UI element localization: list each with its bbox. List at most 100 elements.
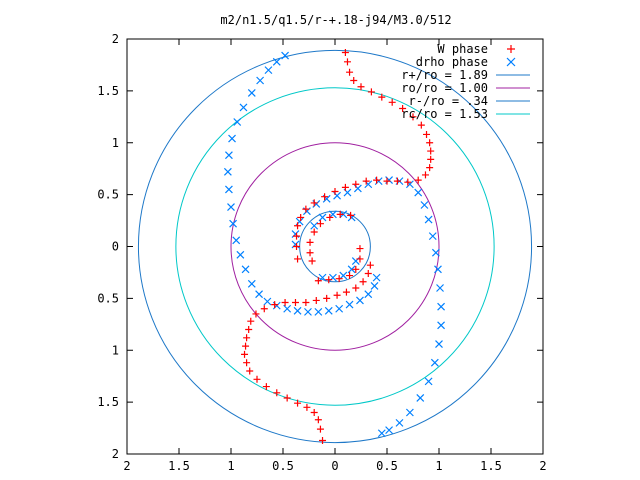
legend-label-2: r+/ro = 1.89 (401, 68, 488, 82)
data-series (223, 48, 446, 445)
y-tick-label-8: 2 (112, 447, 119, 461)
x-tick-label-0: 2 (123, 459, 130, 473)
point-0-68 (316, 220, 324, 228)
point-0-29 (297, 213, 305, 221)
point-1-61 (377, 429, 386, 438)
point-0-48 (247, 317, 255, 325)
point-0-13 (427, 147, 435, 155)
point-0-11 (423, 130, 431, 138)
x-tick-label-3: 0.5 (272, 459, 294, 473)
y-tick-label-7: 1.5 (97, 395, 119, 409)
point-1-25 (335, 304, 344, 313)
point-1-24 (324, 306, 333, 315)
point-1-29 (370, 282, 379, 290)
point-1-46 (420, 201, 429, 209)
point-0-12 (426, 139, 434, 147)
point-0-79 (314, 277, 322, 285)
point-0-0 (341, 48, 349, 56)
point-1-57 (416, 394, 425, 402)
point-1-52 (437, 302, 446, 311)
point-0-3 (350, 77, 358, 84)
point-1-71 (318, 273, 327, 282)
point-0-66 (336, 210, 344, 218)
axis-ticks (126, 38, 544, 455)
point-1-4 (247, 89, 256, 97)
point-1-59 (395, 418, 404, 427)
point-0-14 (427, 155, 435, 163)
point-0-71 (306, 249, 314, 257)
legend-label-1: drho phase (416, 55, 488, 69)
point-1-53 (437, 321, 446, 330)
point-0-50 (243, 334, 251, 342)
point-1-2 (264, 66, 273, 75)
legend-swatch-0 (507, 45, 515, 53)
point-1-30 (372, 273, 381, 282)
point-0-38 (342, 288, 350, 296)
point-0-24 (341, 183, 349, 191)
point-1-63 (318, 213, 327, 222)
point-0-76 (346, 272, 354, 280)
point-1-7 (228, 134, 236, 143)
point-1-50 (434, 265, 442, 274)
series-0 (241, 48, 435, 445)
point-0-72 (308, 257, 316, 265)
y-tick-label-3: 0.5 (97, 188, 119, 202)
x-tick-label-7: 1.5 (480, 459, 502, 473)
point-0-78 (325, 276, 333, 284)
point-0-70 (306, 238, 314, 246)
x-tick-label-4: 0 (331, 459, 338, 473)
point-0-20 (383, 177, 391, 185)
point-1-28 (364, 290, 373, 299)
x-tick-label-1: 1.5 (168, 459, 190, 473)
point-0-42 (302, 299, 310, 307)
point-0-62 (314, 416, 322, 424)
point-0-30 (294, 222, 302, 230)
point-0-22 (362, 177, 370, 185)
point-1-54 (435, 340, 443, 348)
legend-label-4: r-/ro = .34 (409, 94, 488, 108)
point-0-60 (303, 403, 311, 411)
point-0-21 (373, 176, 381, 184)
point-0-23 (352, 180, 360, 188)
point-1-15 (241, 265, 250, 274)
point-0-75 (352, 265, 360, 273)
x-tick-label-5: 0.5 (376, 459, 398, 473)
point-0-47 (252, 310, 260, 318)
point-1-23 (314, 307, 323, 316)
reference-circles (137, 49, 533, 444)
y-tick-label-4: 0 (112, 240, 119, 254)
point-1-62 (310, 221, 319, 230)
point-0-32 (293, 243, 301, 250)
point-0-55 (253, 375, 261, 383)
point-1-3 (256, 76, 265, 85)
point-1-21 (293, 306, 302, 315)
point-1-10 (224, 185, 233, 194)
point-1-6 (233, 118, 242, 126)
point-0-9 (409, 113, 417, 121)
x-tick-labels: 2 1.5 1 0.5 0 0.5 1 1.5 2 (123, 459, 546, 473)
point-0-61 (310, 409, 318, 416)
legend-swatch-1 (506, 57, 516, 67)
point-1-51 (436, 284, 444, 292)
point-1-11 (227, 203, 235, 211)
point-1-45 (414, 188, 423, 197)
point-1-17 (255, 290, 264, 299)
point-0-26 (321, 193, 329, 201)
point-0-77 (335, 275, 343, 283)
circle-1 (230, 142, 440, 351)
point-0-36 (359, 278, 367, 286)
point-1-20 (283, 304, 292, 313)
y-tick-label-2: 1 (112, 136, 119, 150)
point-0-39 (333, 291, 341, 299)
point-1-56 (424, 377, 433, 386)
point-1-64 (328, 210, 337, 219)
point-0-53 (243, 359, 251, 367)
point-0-5 (367, 88, 375, 96)
point-0-8 (399, 105, 407, 113)
point-1-1 (272, 57, 281, 66)
chart-title: m2/n1.5/q1.5/r-+.18-j94/M3.0/512 (220, 13, 451, 27)
point-0-34 (366, 261, 374, 269)
point-0-27 (310, 199, 318, 207)
point-0-4 (357, 83, 365, 91)
